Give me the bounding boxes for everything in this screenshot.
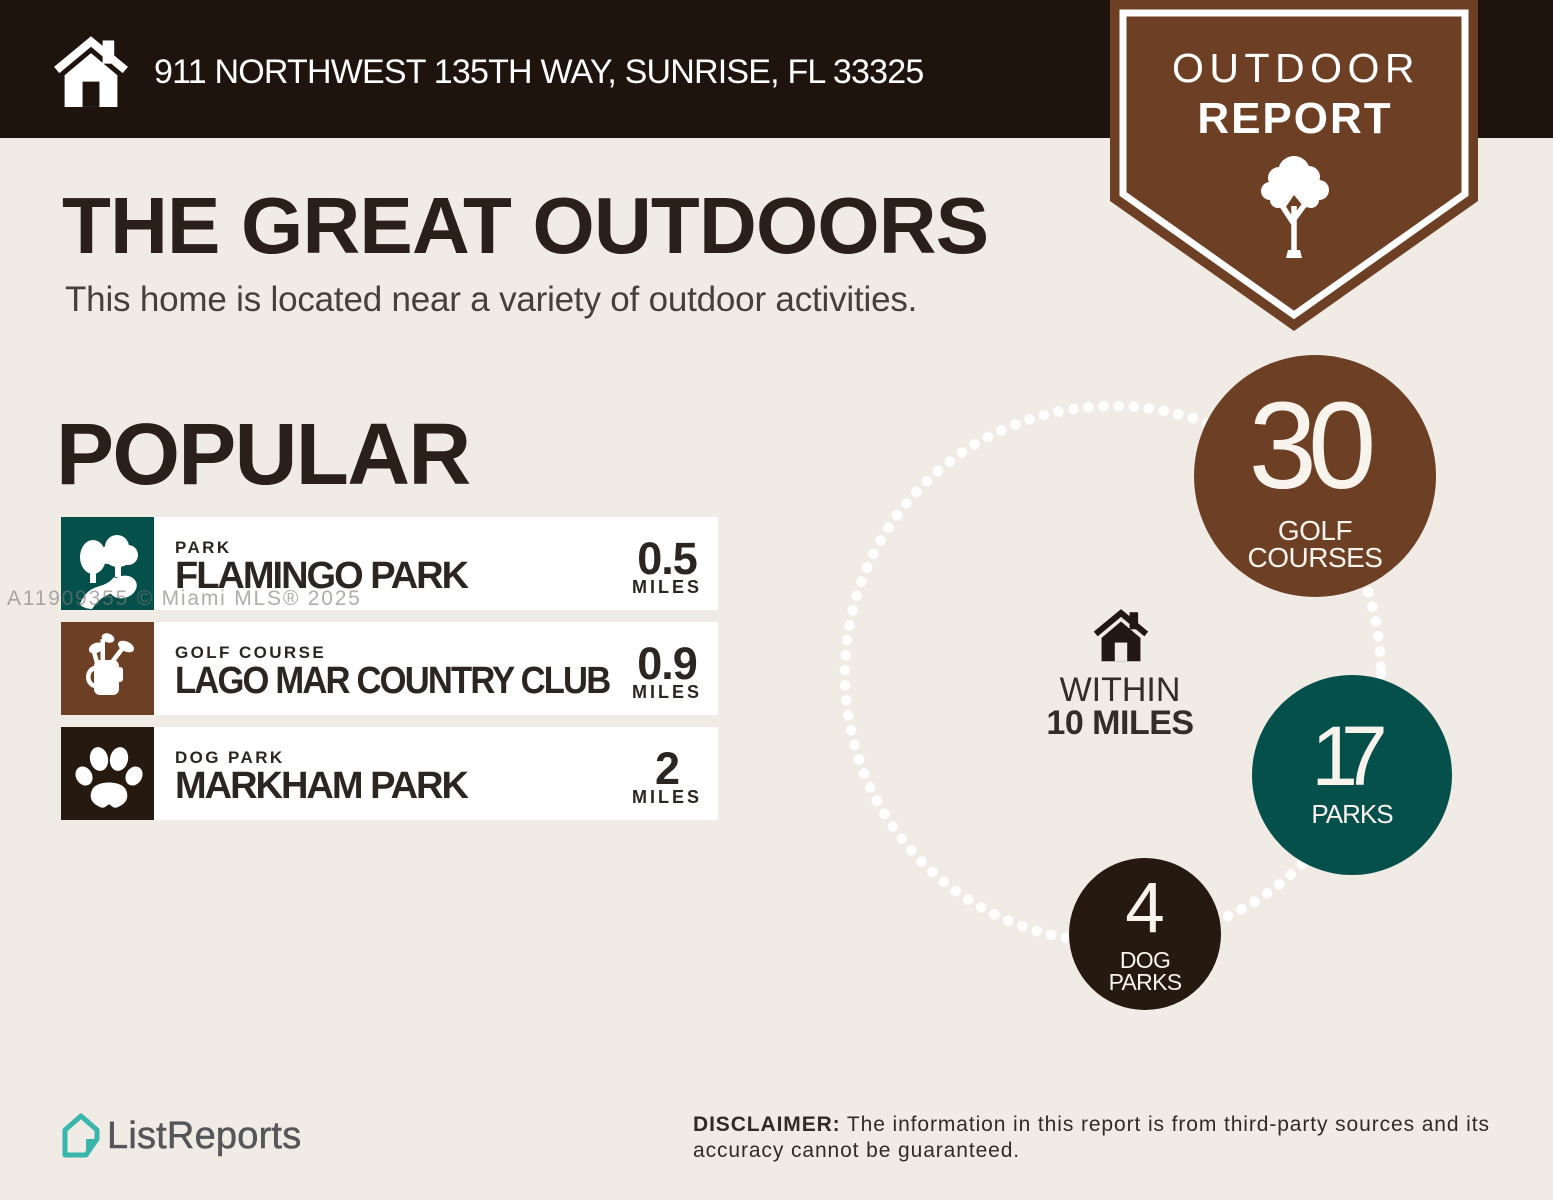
svg-text:OUTDOOR: OUTDOOR	[1172, 45, 1420, 91]
svg-text:REPORT: REPORT	[1197, 94, 1392, 143]
